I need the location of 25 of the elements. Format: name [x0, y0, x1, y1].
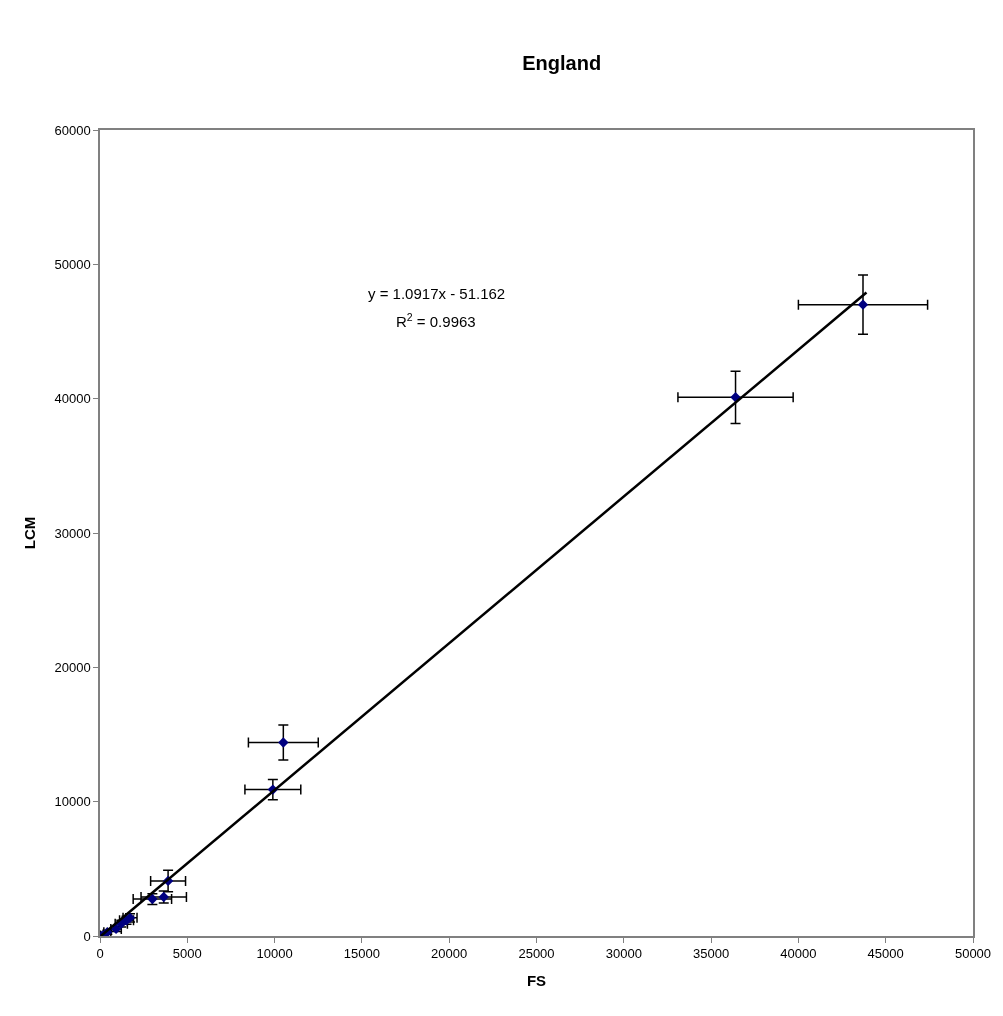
x-tick-label: 20000: [431, 946, 468, 962]
y-tick-label: 30000: [54, 525, 91, 541]
y-tick-label: 60000: [54, 122, 91, 138]
x-axis-title: FS: [526, 971, 547, 989]
x-tick-label: 10000: [256, 946, 293, 962]
x-tick-label: 15000: [343, 946, 380, 962]
x-tick-label: 25000: [518, 946, 555, 962]
y-tick-label: 0: [83, 928, 91, 944]
point: [857, 299, 869, 310]
y-axis-title: LCM: [21, 516, 39, 550]
point: [278, 737, 289, 748]
annotation: y = 1.0917x - 51.162: [368, 285, 506, 302]
y-tick-label: 20000: [54, 659, 91, 675]
y-tick-label: 10000: [54, 794, 91, 810]
y-tick-label: 50000: [54, 256, 91, 272]
x-tick-label: 40000: [780, 946, 817, 962]
x-tick-label: 45000: [867, 946, 904, 962]
x-tick-label: 35000: [693, 946, 730, 962]
x-tick-label: 5000: [172, 946, 202, 962]
y-tick-label: 40000: [54, 391, 91, 407]
x-tick-label: 0: [96, 946, 104, 962]
x-tick-label: 50000: [954, 946, 992, 962]
annotation: R$^{2}$ = 0.9963: [396, 311, 476, 331]
x-tick-label: 30000: [605, 946, 642, 962]
chart-title: England: [522, 51, 602, 74]
